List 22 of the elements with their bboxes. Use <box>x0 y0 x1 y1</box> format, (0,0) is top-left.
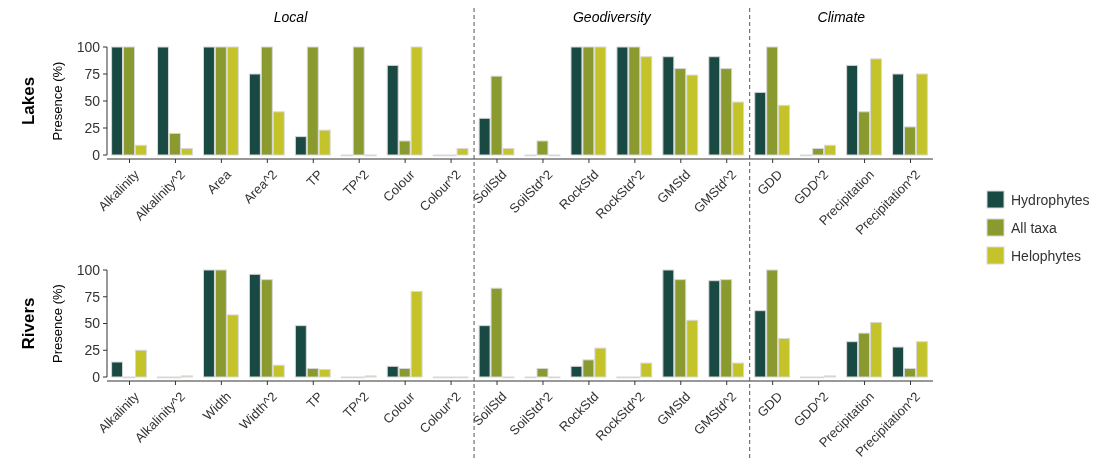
text: Climate <box>817 9 866 25</box>
y-tick-label: 75 <box>84 65 101 82</box>
legend-label: All taxa <box>1011 219 1058 236</box>
text: Lakes <box>19 76 38 126</box>
x-tick-label: TP <box>303 388 326 412</box>
y-tick-label: 25 <box>84 342 101 359</box>
y-tick-label: 50 <box>84 92 101 109</box>
y-tick-label: 0 <box>92 368 101 385</box>
x-tick-label: TP <box>303 166 326 190</box>
y-tick-label: 0 <box>92 146 101 163</box>
y-tick-label: 100 <box>76 38 101 55</box>
y-axis-title: Presence (%) <box>50 284 65 363</box>
text: Rivers <box>19 297 38 350</box>
y-tick-label: 50 <box>84 315 101 332</box>
legend-label: Helophytes <box>1011 247 1082 264</box>
y-tick-label: 75 <box>84 288 101 305</box>
y-tick-label: 25 <box>84 119 101 136</box>
y-axis-title: Presence (%) <box>50 61 65 141</box>
y-tick-label: 100 <box>76 261 101 278</box>
legend-label: Hydrophytes <box>1011 191 1090 208</box>
text: Local <box>273 9 309 25</box>
text: Geodiversity <box>572 9 652 25</box>
